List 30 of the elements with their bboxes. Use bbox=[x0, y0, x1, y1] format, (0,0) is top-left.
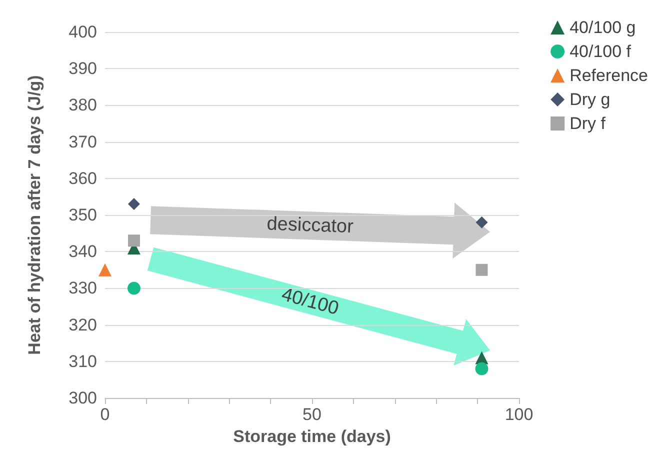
legend-label: 40/100 g bbox=[570, 18, 636, 37]
legend-label: Reference bbox=[570, 66, 648, 85]
y-tick-label: 340 bbox=[68, 242, 97, 262]
y-tick-label: 320 bbox=[68, 315, 97, 334]
y-tick-label: 380 bbox=[68, 96, 97, 115]
y-tick-label: 360 bbox=[68, 168, 97, 188]
y-tick-label: 300 bbox=[68, 388, 97, 408]
y-tick-label: 390 bbox=[68, 59, 97, 78]
x-tick-label: 50 bbox=[302, 405, 322, 424]
y-tick-label: 310 bbox=[68, 352, 97, 371]
y-tick-label: 350 bbox=[68, 206, 97, 224]
y-tick-label: 400 bbox=[68, 22, 97, 42]
point bbox=[128, 234, 140, 247]
legend-label: 40/100 f bbox=[570, 42, 632, 61]
point bbox=[476, 216, 488, 228]
legend-label: Dry g bbox=[570, 90, 610, 109]
y-axis-title: Heat of hydration after 7 days (J/g) bbox=[25, 75, 44, 355]
point bbox=[98, 263, 112, 276]
point bbox=[128, 198, 140, 210]
point bbox=[475, 362, 488, 376]
x-axis-title: Storage time (days) bbox=[233, 427, 391, 446]
annotation: desiccator bbox=[266, 214, 354, 238]
x-tick-label: 100 bbox=[504, 405, 534, 424]
point bbox=[127, 282, 140, 295]
annotation: 40/100 bbox=[279, 284, 341, 320]
x-tick-label: 0 bbox=[100, 405, 110, 424]
y-tick-label: 330 bbox=[68, 278, 97, 298]
y-tick-label: 370 bbox=[68, 132, 97, 152]
point bbox=[476, 264, 488, 276]
legend-label: Dry f bbox=[570, 114, 606, 133]
